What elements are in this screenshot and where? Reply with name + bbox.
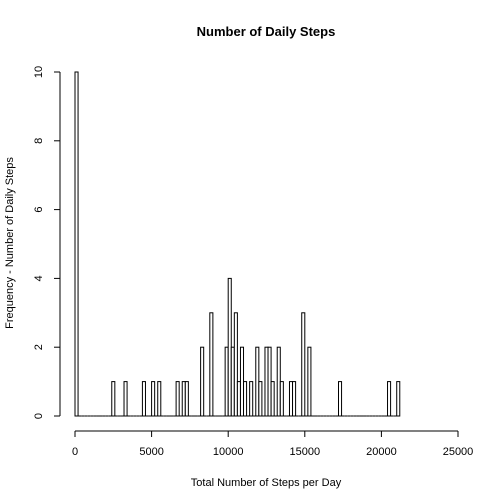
- x-tick-label: 25000: [443, 446, 474, 458]
- y-axis-label: Frequency - Number of Daily Steps: [4, 157, 16, 329]
- x-axis-label: Total Number of Steps per Day: [191, 477, 342, 489]
- x-tick-label: 10000: [213, 446, 244, 458]
- histogram-bar: [301, 312, 306, 417]
- histogram-bar: [258, 381, 263, 417]
- histogram-bar: [209, 312, 214, 417]
- y-tick-label: 4: [33, 275, 45, 281]
- x-axis: 0 5000 10000 15000 20000 25000: [72, 430, 474, 458]
- histogram-bar: [396, 381, 401, 417]
- histogram-bar: [157, 381, 162, 417]
- histogram-bar: [200, 346, 205, 417]
- histogram-bar: [249, 381, 254, 417]
- y-tick-label: 0: [33, 413, 45, 419]
- x-tick-label: 20000: [366, 446, 397, 458]
- histogram-bar: [141, 381, 146, 417]
- y-tick-label: 6: [33, 207, 45, 213]
- histogram-bar: [233, 312, 238, 417]
- histogram-bar: [279, 381, 284, 417]
- chart-title: Number of Daily Steps: [197, 24, 336, 39]
- bars-group: [74, 71, 401, 417]
- x-tick-label: 15000: [290, 446, 321, 458]
- histogram-bar: [151, 381, 156, 417]
- histogram-bar: [243, 381, 248, 417]
- histogram-bar: [270, 381, 275, 417]
- x-tick-label: 5000: [139, 446, 163, 458]
- histogram-bar: [307, 346, 312, 417]
- y-axis: 0 2 4 6 8 10: [33, 66, 61, 419]
- histogram-bar: [74, 71, 79, 417]
- y-tick-label: 10: [33, 66, 45, 78]
- histogram-bar: [292, 381, 297, 417]
- histogram-bar: [111, 381, 116, 417]
- histogram-bar: [184, 381, 189, 417]
- y-tick-label: 2: [33, 344, 45, 350]
- x-tick-label: 0: [72, 446, 78, 458]
- histogram-bar: [175, 381, 180, 417]
- histogram-bar: [338, 381, 343, 417]
- histogram-bar: [123, 381, 128, 417]
- y-tick-label: 8: [33, 138, 45, 144]
- histogram-bar: [387, 381, 392, 417]
